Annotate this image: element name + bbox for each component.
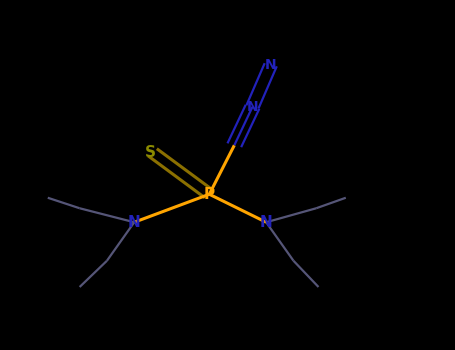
Text: N: N <box>128 215 141 230</box>
Text: P: P <box>204 187 215 202</box>
Text: N: N <box>260 215 273 230</box>
Text: N: N <box>247 100 258 114</box>
Text: S: S <box>145 145 156 160</box>
Text: N: N <box>265 58 277 72</box>
